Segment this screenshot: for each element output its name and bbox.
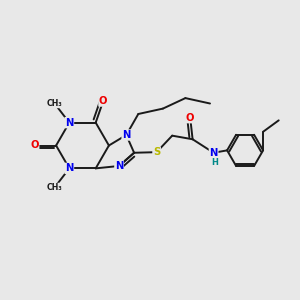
Text: N: N [209,148,218,158]
Text: O: O [30,140,39,151]
Text: H: H [211,158,217,167]
Text: N: N [122,130,130,140]
Text: O: O [186,113,194,123]
Text: CH₃: CH₃ [46,99,62,108]
Text: O: O [99,96,107,106]
Text: S: S [153,147,160,157]
Text: N: N [65,164,74,173]
Text: CH₃: CH₃ [46,183,62,192]
Text: N: N [115,161,123,171]
Text: N: N [65,118,74,128]
